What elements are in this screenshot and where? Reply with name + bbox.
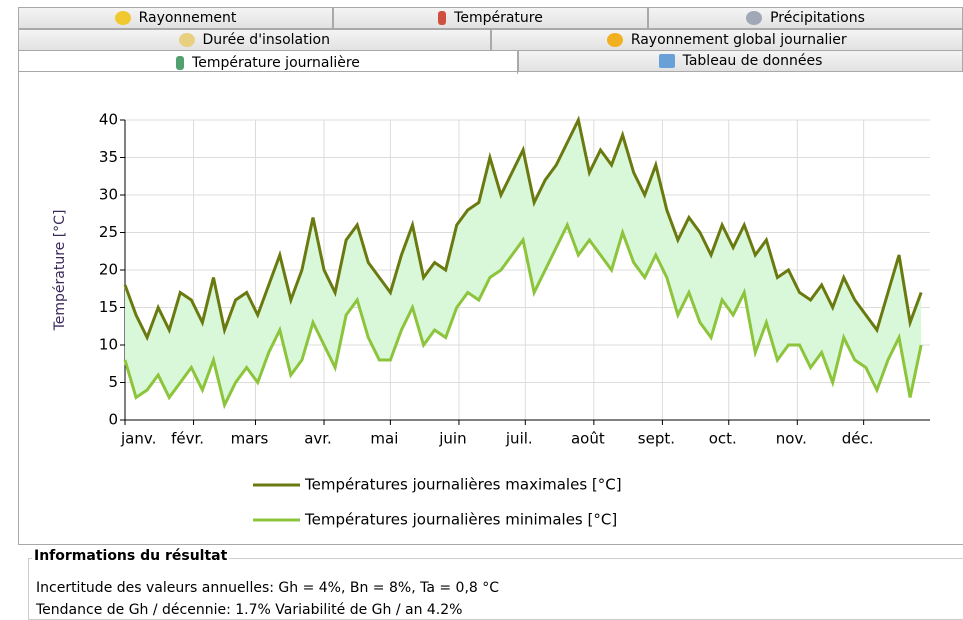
y-tick-label: 15 [99, 298, 118, 316]
range-fill [125, 120, 921, 405]
y-tick-label: 40 [99, 111, 118, 129]
x-tick-label: juin [438, 430, 466, 448]
x-tick-label: juil. [505, 430, 533, 448]
x-tick-label: mars [231, 430, 269, 448]
legend-label: Températures journalières maximales [°C] [304, 476, 622, 494]
x-tick-label: janv. [120, 430, 156, 448]
y-tick-label: 10 [99, 336, 118, 354]
info-section: Informations du résultat Incertitude des… [18, 546, 963, 616]
info-title: Informations du résultat [32, 548, 229, 564]
x-tick-label: avr. [304, 430, 332, 448]
x-tick-label: févr. [171, 430, 204, 448]
y-tick-label: 0 [108, 411, 118, 429]
legend-label: Températures journalières minimales [°C] [304, 511, 617, 529]
x-tick-label: mai [370, 430, 398, 448]
y-tick-label: 30 [99, 186, 118, 204]
y-tick-label: 35 [99, 148, 118, 166]
y-tick-label: 25 [99, 223, 118, 241]
y-tick-label: 20 [99, 261, 118, 279]
chart: Température [°C] 0 5 10 15 20 25 30 35 40 janv. fé… [0, 0, 963, 546]
y-axis-title: Température [°C] [52, 210, 68, 332]
x-tick-label: nov. [776, 430, 807, 448]
x-tick-label: août [571, 430, 605, 448]
x-tick-label: déc. [842, 430, 874, 448]
x-tick-label: sept. [638, 430, 675, 448]
x-tick-label: oct. [709, 430, 737, 448]
info-line: Incertitude des valeurs annuelles: Gh = … [36, 580, 499, 596]
y-tick-label: 5 [108, 373, 118, 391]
